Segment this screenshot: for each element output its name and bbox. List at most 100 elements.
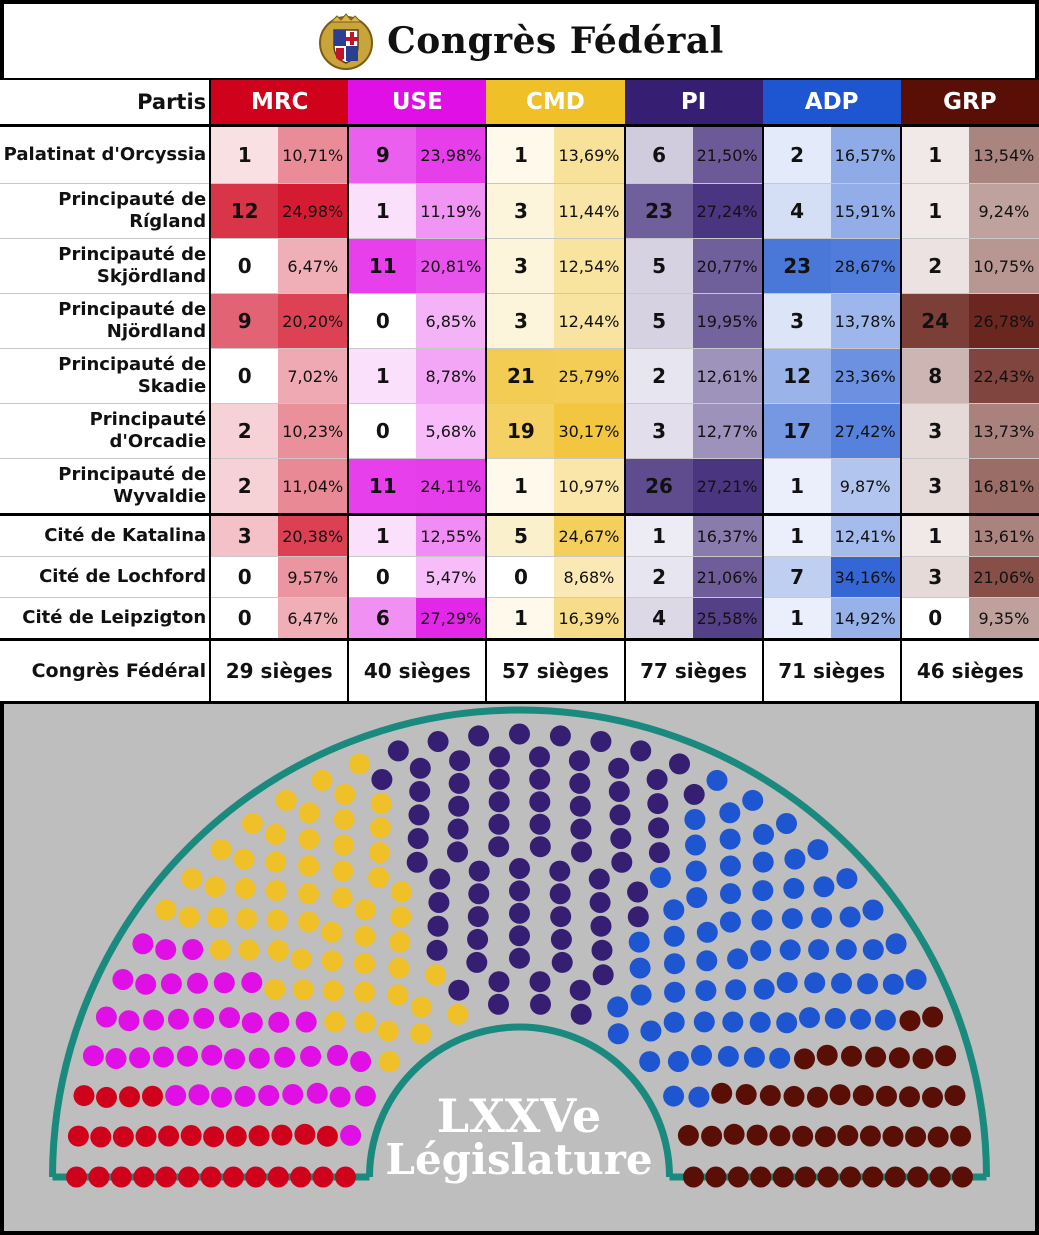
title-bar: Congrès Fédéral (4, 4, 1035, 78)
seat-dot (112, 1126, 134, 1148)
seat-count: 12 (210, 183, 279, 239)
seat-dot (749, 1011, 771, 1033)
seat-dot (669, 753, 690, 775)
seat-dot (817, 1166, 839, 1188)
seat-dot (723, 1123, 745, 1145)
seat-count: 1 (486, 458, 555, 516)
seat-dot (428, 892, 450, 913)
total-seats: 77 sièges (624, 638, 764, 704)
seat-dot (688, 1086, 710, 1108)
vote-percentage: 21,06% (968, 556, 1039, 598)
seat-dot (268, 1011, 290, 1033)
vote-percentage: 27,21% (692, 458, 764, 516)
seat-dot (295, 1011, 317, 1033)
seat-dot (570, 1003, 592, 1025)
seat-dot (685, 860, 707, 882)
seat-dot (629, 957, 651, 979)
seat-count: 26 (624, 458, 693, 516)
seat-dot (468, 883, 490, 905)
seat-dot (225, 1125, 247, 1147)
seat-count: 1 (210, 125, 279, 184)
seat-dot (265, 823, 286, 845)
district-row: Principauté de Skjördland 0 6,47% 11 20,81% 3… (0, 238, 1039, 294)
seat-dot (390, 906, 412, 928)
seat-dot (119, 1086, 140, 1108)
seat-dot (488, 813, 510, 835)
vote-percentage: 13,69% (554, 125, 626, 184)
seat-dot (857, 973, 879, 995)
seat-dot (468, 725, 490, 747)
seat-dot (193, 1007, 215, 1029)
seat-dot (784, 848, 806, 870)
vote-percentage: 11,04% (278, 458, 350, 516)
vote-percentage: 12,54% (554, 238, 626, 294)
total-seats: 71 sièges (762, 638, 902, 704)
seat-dot (831, 972, 852, 994)
seat-count: 5 (486, 514, 555, 557)
vote-percentage: 24,67% (554, 514, 626, 557)
district-name: Principauté de Njördland (0, 293, 212, 349)
seat-dot (529, 768, 551, 790)
vote-percentage: 27,24% (692, 183, 764, 239)
seat-dot (862, 1166, 884, 1188)
seat-dot (387, 984, 409, 1006)
seat-dot (298, 802, 320, 824)
total-seats: 40 sièges (348, 638, 488, 704)
seat-dot (488, 993, 509, 1015)
seat-dot (219, 1007, 240, 1029)
seat-count: 1 (486, 597, 555, 640)
seat-dot (952, 1166, 973, 1188)
seat-dot (719, 828, 741, 850)
seat-dot (200, 1166, 222, 1188)
district-name: Principauté de Skadie (0, 348, 212, 404)
seat-count: 2 (624, 348, 693, 404)
seat-dot (322, 980, 344, 1002)
vote-percentage: 10,75% (968, 238, 1039, 294)
vote-percentage: 12,77% (692, 403, 764, 459)
seat-dot (155, 939, 177, 961)
seat-count: 2 (210, 403, 279, 459)
vote-percentage: 10,71% (278, 125, 350, 184)
district-row: Principauté de Wyvaldie 2 11,04% 11 24,11% 1 1… (0, 458, 1039, 516)
seat-dot (327, 1044, 348, 1066)
results-table: Partis MRC USE CMD PI ADP GRP Palatinat … (0, 80, 1039, 704)
seat-dot (944, 1085, 966, 1107)
seat-dot (155, 1166, 177, 1188)
seat-dot (835, 939, 857, 960)
vote-percentage: 13,73% (968, 403, 1039, 459)
seat-count: 0 (348, 403, 417, 459)
seat-dot (927, 1126, 949, 1148)
seat-dot (862, 939, 884, 961)
seat-count: 0 (348, 556, 417, 598)
seat-dot (759, 1085, 781, 1106)
seat-dot (178, 906, 200, 928)
seat-dot (639, 1051, 661, 1073)
party-header: ADP (762, 80, 901, 127)
seat-dot (369, 842, 391, 864)
seat-dot (333, 809, 355, 830)
party-header: USE (348, 80, 487, 127)
seat-dot (160, 973, 182, 995)
seat-dot (664, 953, 685, 975)
vote-percentage: 13,61% (968, 514, 1039, 557)
district-row: Principauté d'Orcadie 2 10,23% 0 5,68% 19 30,1… (0, 403, 1039, 459)
seat-dot (300, 1045, 322, 1067)
totals-row: Congrès Fédéral 29 sièges 40 sièges 57 sièg… (0, 638, 1039, 704)
seat-dot (630, 740, 652, 762)
seat-dot (409, 781, 431, 802)
seat-dot (410, 996, 432, 1018)
vote-percentage: 25,79% (554, 348, 626, 404)
vote-percentage: 6,47% (278, 597, 350, 640)
seat-dot (234, 1085, 256, 1107)
outer-arc (49, 706, 990, 1178)
seat-dot (209, 939, 231, 961)
seat-dot (188, 1084, 210, 1106)
seat-dot (590, 915, 612, 937)
district-row: Cité de Katalina 3 20,38% 1 12,55% 5 24,67% 1 16… (0, 514, 1039, 557)
seat-dot (292, 979, 314, 1001)
seat-count: 2 (210, 458, 279, 516)
seat-dot (321, 950, 343, 972)
seat-dot (839, 906, 861, 928)
seat-dot (290, 1166, 312, 1188)
seat-dot (178, 1166, 200, 1188)
